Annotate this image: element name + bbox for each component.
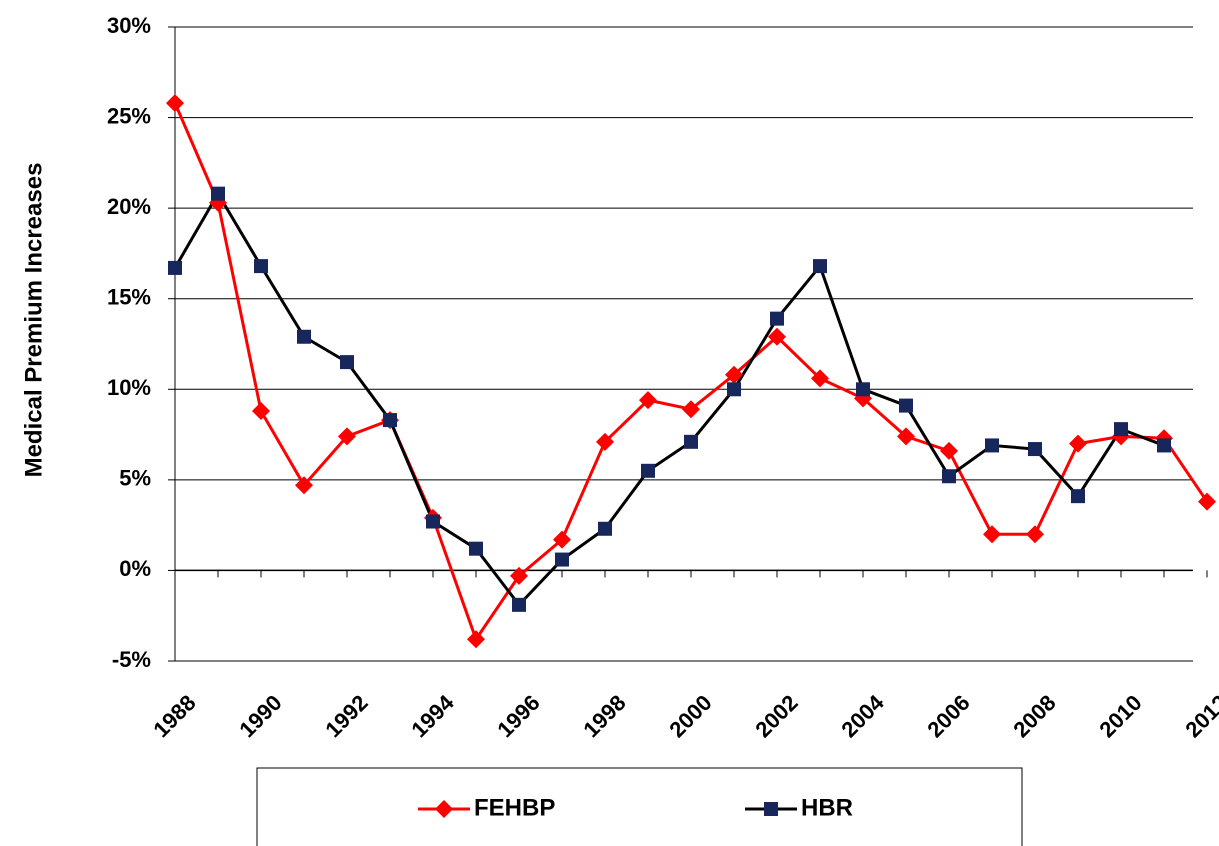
data-point bbox=[166, 94, 184, 113]
y-tick-label: 15% bbox=[107, 285, 151, 310]
data-point bbox=[940, 441, 958, 460]
y-tick-label: 5% bbox=[119, 466, 151, 491]
data-point bbox=[641, 463, 655, 478]
data-point bbox=[1028, 442, 1042, 457]
x-tick-label: 2010 bbox=[1094, 690, 1146, 742]
y-axis-label: Medical Premium Increases bbox=[20, 163, 47, 478]
x-tick-label: 2008 bbox=[1008, 690, 1060, 742]
data-point bbox=[768, 327, 786, 346]
x-tick-label: 1988 bbox=[148, 690, 200, 742]
x-tick-label: 1992 bbox=[320, 690, 372, 742]
x-tick-label: 1990 bbox=[234, 690, 286, 742]
data-point bbox=[727, 382, 741, 397]
data-point bbox=[813, 259, 827, 274]
data-point bbox=[383, 413, 397, 428]
data-point bbox=[682, 400, 700, 419]
data-point bbox=[1069, 434, 1087, 453]
data-point bbox=[1157, 438, 1171, 453]
legend-label: FEHBP bbox=[474, 794, 555, 821]
data-point bbox=[512, 597, 526, 612]
data-point bbox=[297, 329, 311, 344]
x-tick-label: 2004 bbox=[836, 689, 889, 742]
x-tick-label: 2006 bbox=[922, 690, 974, 742]
data-point bbox=[510, 566, 528, 585]
series-line bbox=[173, 192, 1165, 607]
legend-marker bbox=[435, 800, 453, 818]
data-point bbox=[467, 630, 485, 649]
data-point bbox=[1071, 489, 1085, 504]
data-point bbox=[1114, 422, 1128, 437]
x-tick-label: 1994 bbox=[406, 689, 459, 742]
data-point bbox=[254, 259, 268, 274]
x-tick-label: 1996 bbox=[492, 690, 544, 742]
data-point bbox=[596, 432, 614, 451]
data-point bbox=[942, 469, 956, 484]
x-tick-label: 2012 bbox=[1180, 690, 1219, 742]
x-tick-label: 1998 bbox=[578, 690, 630, 742]
data-point bbox=[897, 427, 915, 446]
legend-box bbox=[256, 767, 1023, 846]
data-point bbox=[639, 391, 657, 410]
series-line bbox=[173, 102, 1209, 641]
y-tick-label: 0% bbox=[119, 556, 151, 581]
data-point bbox=[983, 525, 1001, 544]
legend-marker bbox=[764, 802, 778, 816]
data-point bbox=[811, 369, 829, 388]
y-tick-label: 10% bbox=[107, 375, 151, 400]
data-point bbox=[899, 398, 913, 413]
data-point bbox=[295, 476, 313, 495]
data-point bbox=[338, 427, 356, 446]
data-point bbox=[426, 514, 440, 529]
data-point bbox=[553, 530, 571, 549]
data-point bbox=[985, 438, 999, 453]
y-tick-label: 30% bbox=[107, 13, 151, 38]
data-point bbox=[1198, 492, 1216, 511]
data-point bbox=[469, 541, 483, 556]
data-point bbox=[1026, 525, 1044, 544]
data-point bbox=[725, 365, 743, 384]
data-point bbox=[211, 186, 225, 201]
data-point bbox=[598, 521, 612, 536]
data-point bbox=[770, 311, 784, 326]
data-point bbox=[168, 260, 182, 275]
data-point bbox=[684, 434, 698, 449]
x-tick-label: 2002 bbox=[750, 690, 802, 742]
data-point bbox=[340, 355, 354, 370]
legend-label: HBR bbox=[801, 794, 853, 821]
data-point bbox=[555, 552, 569, 567]
y-tick-label: -5% bbox=[112, 647, 151, 672]
y-tick-label: 20% bbox=[107, 194, 151, 219]
x-tick-label: 2000 bbox=[664, 690, 716, 742]
y-tick-label: 25% bbox=[107, 103, 151, 128]
data-point bbox=[252, 402, 270, 421]
data-point bbox=[856, 382, 870, 397]
